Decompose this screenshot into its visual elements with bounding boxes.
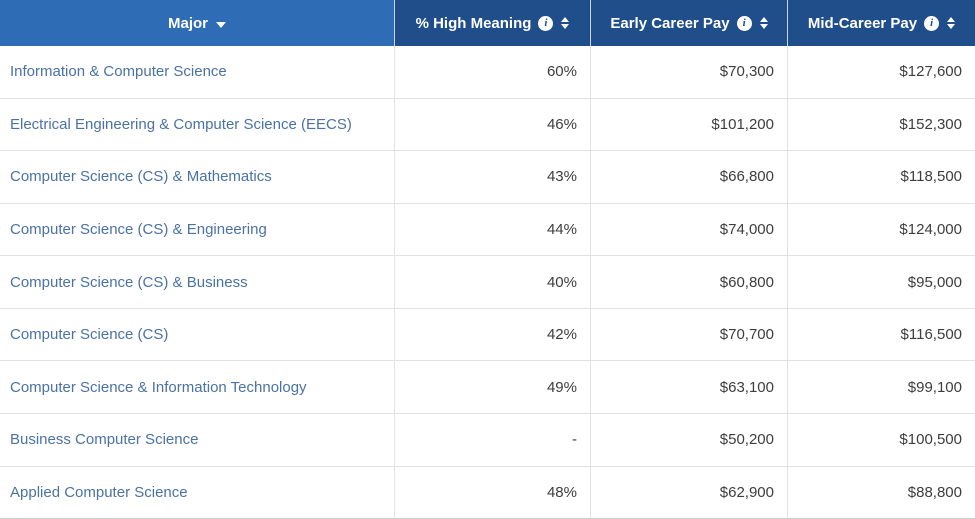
high-meaning-cell: 49% xyxy=(394,361,590,413)
mid-pay-cell: $118,500 xyxy=(787,151,975,203)
column-header-high-meaning[interactable]: % High Meaning i xyxy=(394,0,590,46)
sort-updown-icon[interactable] xyxy=(759,17,768,29)
info-icon[interactable]: i xyxy=(538,15,554,31)
early-pay-cell: $66,800 xyxy=(590,151,787,203)
caret-down-icon xyxy=(216,21,226,28)
mid-pay-cell: $127,600 xyxy=(787,46,975,98)
mid-pay-cell: $100,500 xyxy=(787,413,975,466)
column-header-label: Mid-Career Pay xyxy=(807,14,918,32)
major-link[interactable]: Computer Science (CS) & Engineering xyxy=(10,220,267,238)
sort-updown-icon[interactable] xyxy=(947,17,956,29)
mid-pay-cell: $116,500 xyxy=(787,308,975,361)
high-meaning-cell: 42% xyxy=(394,308,590,361)
high-meaning-cell: - xyxy=(394,413,590,466)
early-pay-cell: $74,000 xyxy=(590,203,787,256)
high-meaning-cell: 44% xyxy=(394,203,590,256)
major-link[interactable]: Electrical Engineering & Computer Scienc… xyxy=(10,115,352,133)
early-pay-cell: $50,200 xyxy=(590,413,787,466)
mid-pay-cell: $95,000 xyxy=(787,256,975,308)
major-link[interactable]: Applied Computer Science xyxy=(10,483,188,501)
table-row: Computer Science (CS) & Engineering 44% … xyxy=(0,203,975,257)
column-header-label: Early Career Pay xyxy=(610,14,730,32)
mid-pay-cell: $88,800 xyxy=(787,466,975,519)
high-meaning-cell: 40% xyxy=(394,256,590,308)
high-meaning-cell: 43% xyxy=(394,151,590,203)
info-icon[interactable]: i xyxy=(924,15,940,31)
table-row: Business Computer Science - $50,200 $100… xyxy=(0,413,975,467)
table-row: Information & Computer Science 60% $70,3… xyxy=(0,46,975,99)
table-row: Applied Computer Science 48% $62,900 $88… xyxy=(0,466,975,519)
table-body: Information & Computer Science 60% $70,3… xyxy=(0,46,975,519)
early-pay-cell: $62,900 xyxy=(590,466,787,519)
column-header-mid-career-pay[interactable]: Mid-Career Pay i xyxy=(787,0,975,46)
high-meaning-cell: 48% xyxy=(394,466,590,519)
major-link[interactable]: Information & Computer Science xyxy=(10,63,227,81)
high-meaning-cell: 46% xyxy=(394,98,590,151)
column-header-major[interactable]: Major xyxy=(0,0,394,46)
mid-pay-cell: $124,000 xyxy=(787,203,975,256)
table-header-row: Major % High Meaning i Early Career Pay … xyxy=(0,0,975,46)
info-icon[interactable]: i xyxy=(736,15,752,31)
table-row: Electrical Engineering & Computer Scienc… xyxy=(0,98,975,152)
mid-pay-cell: $99,100 xyxy=(787,361,975,413)
column-header-label: Major xyxy=(167,14,208,32)
column-header-early-career-pay[interactable]: Early Career Pay i xyxy=(590,0,787,46)
major-link[interactable]: Computer Science (CS) & Mathematics xyxy=(10,168,272,186)
table-row: Computer Science (CS) & Mathematics 43% … xyxy=(0,151,975,204)
early-pay-cell: $63,100 xyxy=(590,361,787,413)
early-pay-cell: $60,800 xyxy=(590,256,787,308)
major-link[interactable]: Business Computer Science xyxy=(10,431,199,449)
mid-pay-cell: $152,300 xyxy=(787,98,975,151)
major-link[interactable]: Computer Science (CS) & Business xyxy=(10,273,248,291)
column-header-label: % High Meaning xyxy=(415,14,532,32)
early-pay-cell: $70,300 xyxy=(590,46,787,98)
major-link[interactable]: Computer Science & Information Technolog… xyxy=(10,378,307,396)
sort-updown-icon[interactable] xyxy=(561,17,570,29)
table-row: Computer Science (CS) & Business 40% $60… xyxy=(0,256,975,309)
table-row: Computer Science & Information Technolog… xyxy=(0,361,975,414)
table-row: Computer Science (CS) 42% $70,700 $116,5… xyxy=(0,308,975,362)
major-link[interactable]: Computer Science (CS) xyxy=(10,326,169,344)
high-meaning-cell: 60% xyxy=(394,46,590,98)
early-pay-cell: $101,200 xyxy=(590,98,787,151)
early-pay-cell: $70,700 xyxy=(590,308,787,361)
